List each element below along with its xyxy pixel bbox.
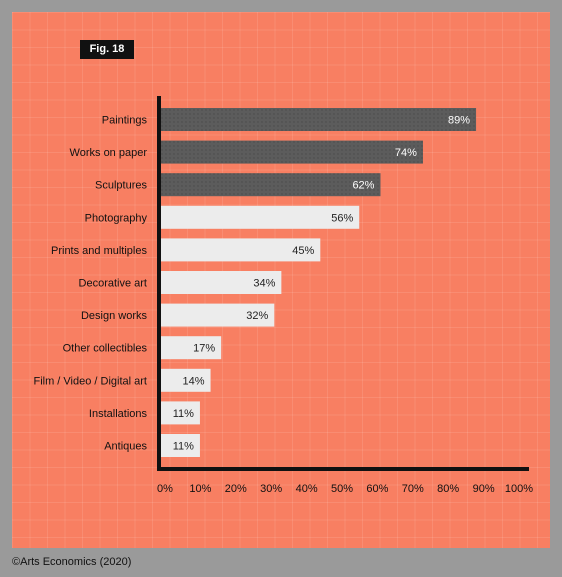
category-label-5: Decorative art: [79, 278, 147, 290]
value-label-10: 11%: [173, 441, 194, 453]
bar-2: [161, 173, 381, 197]
value-label-0: 89%: [448, 115, 470, 127]
value-label-2: 62%: [352, 180, 374, 192]
bar-6: [161, 303, 275, 327]
bar-8: [161, 368, 211, 392]
x-tick-0: 0%: [157, 483, 173, 495]
bar-5: [161, 271, 282, 294]
category-label-7: Other collectibles: [63, 343, 148, 355]
source-credit: ©Arts Economics (2020): [12, 556, 132, 568]
x-tick-7: 70%: [402, 483, 424, 495]
value-label-9: 11%: [173, 408, 194, 420]
axes-layer: 0% 10% 20% 30% 40% 50% 60% 70% 80% 90% 100%: [157, 96, 533, 495]
x-tick-3: 30%: [260, 483, 282, 495]
x-tick-10: 100%: [505, 483, 533, 495]
y-axis: [157, 96, 161, 470]
value-label-8: 14%: [183, 375, 205, 387]
value-label-4: 45%: [292, 245, 314, 257]
x-tick-1: 10%: [189, 483, 211, 495]
category-label-0: Paintings: [102, 115, 148, 127]
value-label-6: 32%: [246, 310, 268, 322]
category-label-4: Prints and multiples: [51, 245, 147, 257]
bar-7: [161, 336, 222, 360]
figure-badge: Fig. 18: [80, 40, 134, 59]
bar-1: [161, 140, 423, 164]
bar-9: [161, 401, 200, 425]
x-axis: [157, 467, 529, 471]
bars-layer: 89% Paintings 74% Works on paper 62% Sculptur…: [33, 108, 477, 457]
bar-10: [161, 434, 200, 457]
x-tick-8: 80%: [437, 483, 459, 495]
category-label-1: Works on paper: [70, 147, 148, 159]
value-label-1: 74%: [395, 147, 417, 159]
category-label-2: Sculptures: [95, 180, 147, 192]
bar-4: [161, 238, 321, 262]
value-label-5: 34%: [253, 278, 275, 290]
x-tick-4: 40%: [296, 483, 318, 495]
category-label-10: Antiques: [104, 441, 147, 453]
value-label-3: 56%: [331, 212, 353, 224]
x-tick-6: 60%: [366, 483, 388, 495]
category-label-8: Film / Video / Digital art: [33, 375, 147, 387]
bar-0: [161, 108, 477, 131]
category-label-3: Photography: [85, 212, 148, 224]
x-tick-9: 90%: [473, 483, 495, 495]
category-label-6: Design works: [81, 310, 148, 322]
category-label-9: Installations: [89, 408, 148, 420]
bar-3: [161, 205, 360, 229]
x-tick-5: 50%: [331, 483, 353, 495]
value-label-7: 17%: [193, 343, 215, 355]
x-tick-2: 20%: [225, 483, 247, 495]
